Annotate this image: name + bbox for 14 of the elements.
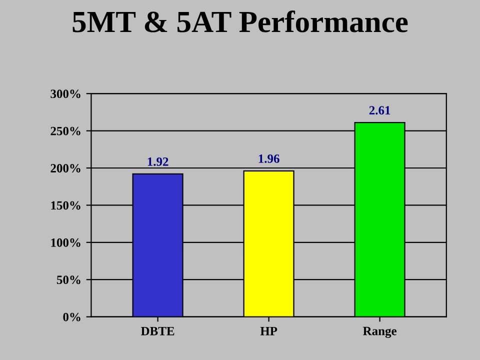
x-tick-label: DBTE [141,327,174,336]
y-tick-label: 50% [56,276,80,284]
data-label: 2.61 [369,106,390,115]
y-tick-label: 300% [50,90,80,98]
data-label: 1.92 [148,157,168,166]
y-tick-label: 200% [50,164,80,172]
x-tick-label: Range [363,326,396,338]
x-tick-label: HP [260,327,278,336]
y-tick-label: 150% [51,201,80,210]
y-tick-label: 0% [63,312,80,322]
y-tick-label: 250% [50,126,80,136]
data-label: 1.96 [258,154,280,163]
y-tick-label: 100% [51,238,80,247]
chart-title: 5MT & 5AT Performance [72,10,408,32]
